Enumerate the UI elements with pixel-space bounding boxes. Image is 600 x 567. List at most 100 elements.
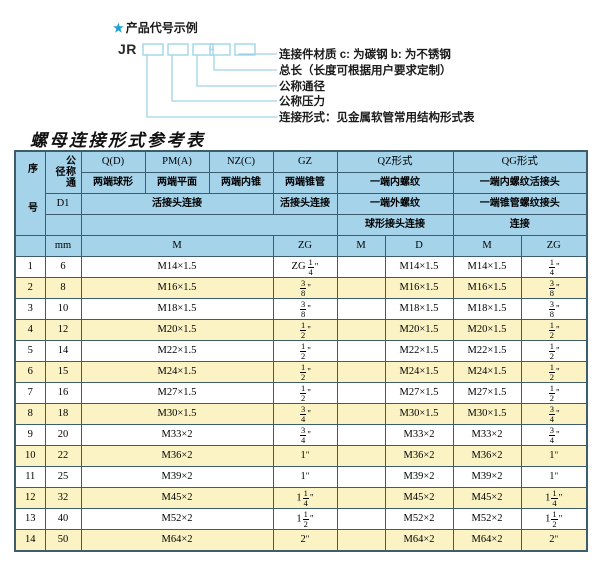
cell-qz-d: M27×1.5 [384, 382, 454, 404]
cell-qg-m: M22×1.5 [452, 340, 522, 362]
cell-index: 14 [14, 529, 46, 552]
header-unit-zg-gz: ZG [272, 235, 338, 257]
cell-qz-m [336, 445, 386, 467]
cell-qg-zg: 3 4 " [520, 424, 589, 446]
annotation-nominal-dia: 公称通径 [279, 81, 325, 93]
cell-qg-m: M39×2 [452, 466, 522, 488]
cell-thread-m: M33×2 [80, 424, 274, 446]
code-leader-4 [213, 55, 277, 71]
cell-qg-zg: 3 8 " [520, 298, 589, 320]
header-group-desc-nz: 两端内锥 [208, 172, 274, 194]
code-leader-2 [171, 55, 277, 102]
cell-index: 1 [14, 256, 46, 278]
header-group-desc-qz: 一端内螺纹 [336, 172, 454, 194]
code-box-2 [167, 43, 189, 56]
cell-qz-d: M14×1.5 [384, 256, 454, 278]
annotation-material: 连接件材质 c: 为碳钢 b: 为不锈钢 [279, 49, 451, 61]
cell-index: 9 [14, 424, 46, 446]
cell-zg-gz: 1 2 " [272, 361, 338, 383]
cell-qz-d: M45×2 [384, 487, 454, 509]
cell-index: 7 [14, 382, 46, 404]
header-unit-zg-qg: ZG [520, 235, 589, 257]
header-row-conn2: 球形接头连接 连接 [15, 214, 589, 236]
cell-qg-zg: 1" [520, 445, 589, 467]
cell-thread-m: M24×1.5 [80, 361, 274, 383]
cell-nominal-dia: 14 [44, 340, 82, 362]
cell-nominal-dia: 10 [44, 298, 82, 320]
cell-qz-m [336, 256, 386, 278]
table-row: 6 15 M24×1.5 1 2 " M24×1.5 M24×1.5 1 2 " [14, 361, 589, 383]
code-box-5 [234, 43, 256, 56]
cell-index: 10 [14, 445, 46, 467]
table-row: 3 10 M18×1.5 3 8 " M18×1.5 M18×1.5 3 8 " [14, 298, 589, 320]
cell-thread-m: M27×1.5 [80, 382, 274, 404]
cell-zg-gz: ZG 1 4 " [272, 256, 338, 278]
header-unit-m-qpmnz: M [80, 235, 274, 257]
header-desc2-qg: 一端锥管螺纹接头 [452, 193, 589, 215]
cell-qg-m: M16×1.5 [452, 277, 522, 299]
cell-thread-m: M52×2 [80, 508, 274, 530]
code-leader-5 [238, 53, 277, 55]
cell-zg-gz: 1 2 " [272, 382, 338, 404]
cell-qz-d: M33×2 [384, 424, 454, 446]
cell-thread-m: M30×1.5 [80, 403, 274, 425]
code-prefix-jr: JR [118, 41, 137, 57]
cell-nominal-dia: 15 [44, 361, 82, 383]
cell-qg-m: M52×2 [452, 508, 522, 530]
header-index-label: 序 号 [25, 162, 37, 221]
header-row-codes: 序 号 公称通径 Q(D) PM(A) NZ(C) GZ QZ形式 QG形式 [14, 150, 589, 236]
header-dn-unit: mm [44, 235, 82, 257]
cell-qz-m [336, 487, 386, 509]
nut-connection-spec-table: 序 号 公称通径 Q(D) PM(A) NZ(C) GZ QZ形式 QG形式 两… [14, 150, 589, 552]
cell-zg-gz: 3 4 " [272, 424, 338, 446]
annotation-connection-type: 连接形式：见金属软管常用结构形式表 [279, 112, 475, 124]
cell-nominal-dia: 32 [44, 487, 82, 509]
cell-index: 5 [14, 340, 46, 362]
page-title: 螺母连接形式参考表 [30, 131, 206, 150]
header-group-code-pm: PM(A) [144, 150, 210, 173]
product-code-diagram [0, 0, 600, 128]
header-group-desc-q: 两端球形 [80, 172, 146, 194]
annotation-nominal-pressure: 公称压力 [279, 96, 325, 108]
code-leader-3 [196, 55, 277, 87]
header-dn-sub: D1 [44, 193, 82, 215]
cell-index: 3 [14, 298, 46, 320]
cell-qg-zg: 2" [520, 529, 589, 552]
cell-qz-d: M24×1.5 [384, 361, 454, 383]
table-row: 11 25 M39×2 1" M39×2 M39×2 1" [14, 466, 589, 488]
cell-zg-gz: 1" [272, 445, 338, 467]
table-row: 2 8 M16×1.5 3 8 " M16×1.5 M16×1.5 3 8 " [14, 277, 589, 299]
cell-qg-zg: 3 4 " [520, 403, 589, 425]
header-unit-m-qg: M [452, 235, 522, 257]
cell-qz-d: M20×1.5 [384, 319, 454, 341]
header-group-desc-qg: 一端内螺纹活接头 [452, 172, 589, 194]
cell-qz-d: M39×2 [384, 466, 454, 488]
header-row-desc: 两端球形 两端平面 两端内锥 两端锥管 一端内螺纹 一端内螺纹活接头 [15, 172, 589, 194]
cell-thread-m: M16×1.5 [80, 277, 274, 299]
table-row: 4 12 M20×1.5 1 2 " M20×1.5 M20×1.5 1 2 " [14, 319, 589, 341]
cell-index: 11 [14, 466, 46, 488]
cell-zg-gz: 1 2 " [272, 340, 338, 362]
cell-qz-m [336, 424, 386, 446]
header-conn-qg: 连接 [452, 214, 589, 236]
header-group-code-gz: GZ [272, 150, 338, 173]
cell-qg-zg: 1 4 " [520, 256, 589, 278]
cell-zg-gz: 1 1 4 " [272, 487, 338, 509]
cell-qg-zg: 1 2 " [520, 340, 589, 362]
header-group-desc-pm: 两端平面 [144, 172, 210, 194]
cell-zg-gz: 3 8 " [272, 298, 338, 320]
cell-thread-m: M36×2 [80, 445, 274, 467]
cell-qg-m: M30×1.5 [452, 403, 522, 425]
cell-zg-gz: 1" [272, 466, 338, 488]
header-unit-m-qz: M [336, 235, 386, 257]
header-group-code-nz: NZ(C) [208, 150, 274, 173]
cell-qz-m [336, 319, 386, 341]
cell-qg-zg: 1" [520, 466, 589, 488]
cell-qg-zg: 3 8 " [520, 277, 589, 299]
cell-qz-d: M16×1.5 [384, 277, 454, 299]
cell-nominal-dia: 16 [44, 382, 82, 404]
cell-zg-gz: 1 2 " [272, 319, 338, 341]
cell-thread-m: M22×1.5 [80, 340, 274, 362]
cell-qg-m: M24×1.5 [452, 361, 522, 383]
header-row-units: mm M ZG M D M ZG [14, 235, 589, 257]
